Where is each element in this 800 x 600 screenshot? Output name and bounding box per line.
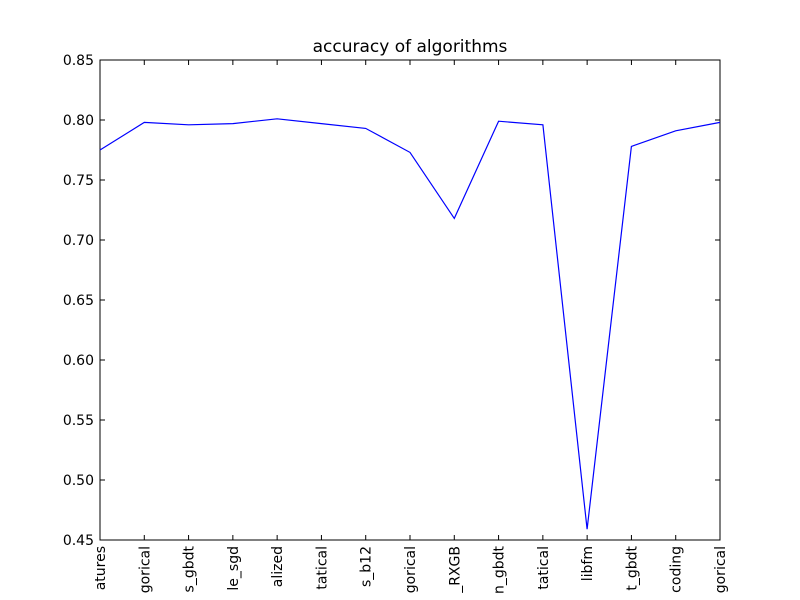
y-axis: 0.85 0.80 0.75 0.70 0.65 0.60 0.55 0.50 0.45 <box>63 53 720 549</box>
x-axis: atures gorical s_gbdt le_sgd alized tatical s_… <box>93 60 729 594</box>
x-tick-label: n_gbdt <box>492 545 508 594</box>
x-tick-label: le_sgd <box>226 546 242 591</box>
x-tick-label: libfm <box>580 546 596 581</box>
x-tick-label: _RXGB <box>447 546 463 594</box>
y-tick-label: 0.65 <box>63 293 94 309</box>
series-group <box>99 118 721 530</box>
y-tick-label: 0.75 <box>63 173 94 189</box>
x-tick-label: gorical <box>713 546 729 593</box>
x-tick-label: tatical <box>536 546 552 590</box>
y-tick-label: 0.50 <box>63 473 94 489</box>
x-tick-label: gorical <box>137 546 153 593</box>
x-tick-label: s_gbdt <box>182 545 198 592</box>
chart-title: accuracy of algorithms <box>313 37 508 57</box>
y-tick-label: 0.80 <box>63 113 94 129</box>
y-tick-label: 0.45 <box>63 533 94 549</box>
y-tick-label: 0.55 <box>63 413 94 429</box>
x-tick-label: alized <box>270 546 286 587</box>
y-tick-label: 0.60 <box>63 353 94 369</box>
x-tick-label: gorical <box>403 546 419 593</box>
x-tick-label: coding <box>669 546 685 593</box>
x-tick-label: t_gbdt <box>624 545 640 590</box>
y-tick-label: 0.85 <box>63 53 94 69</box>
plot-area <box>99 59 721 541</box>
x-tick-label: atures <box>93 546 109 590</box>
x-tick-label: tatical <box>314 546 330 590</box>
x-tick-label: s_b12 <box>359 546 375 587</box>
y-tick-label: 0.70 <box>63 233 94 249</box>
